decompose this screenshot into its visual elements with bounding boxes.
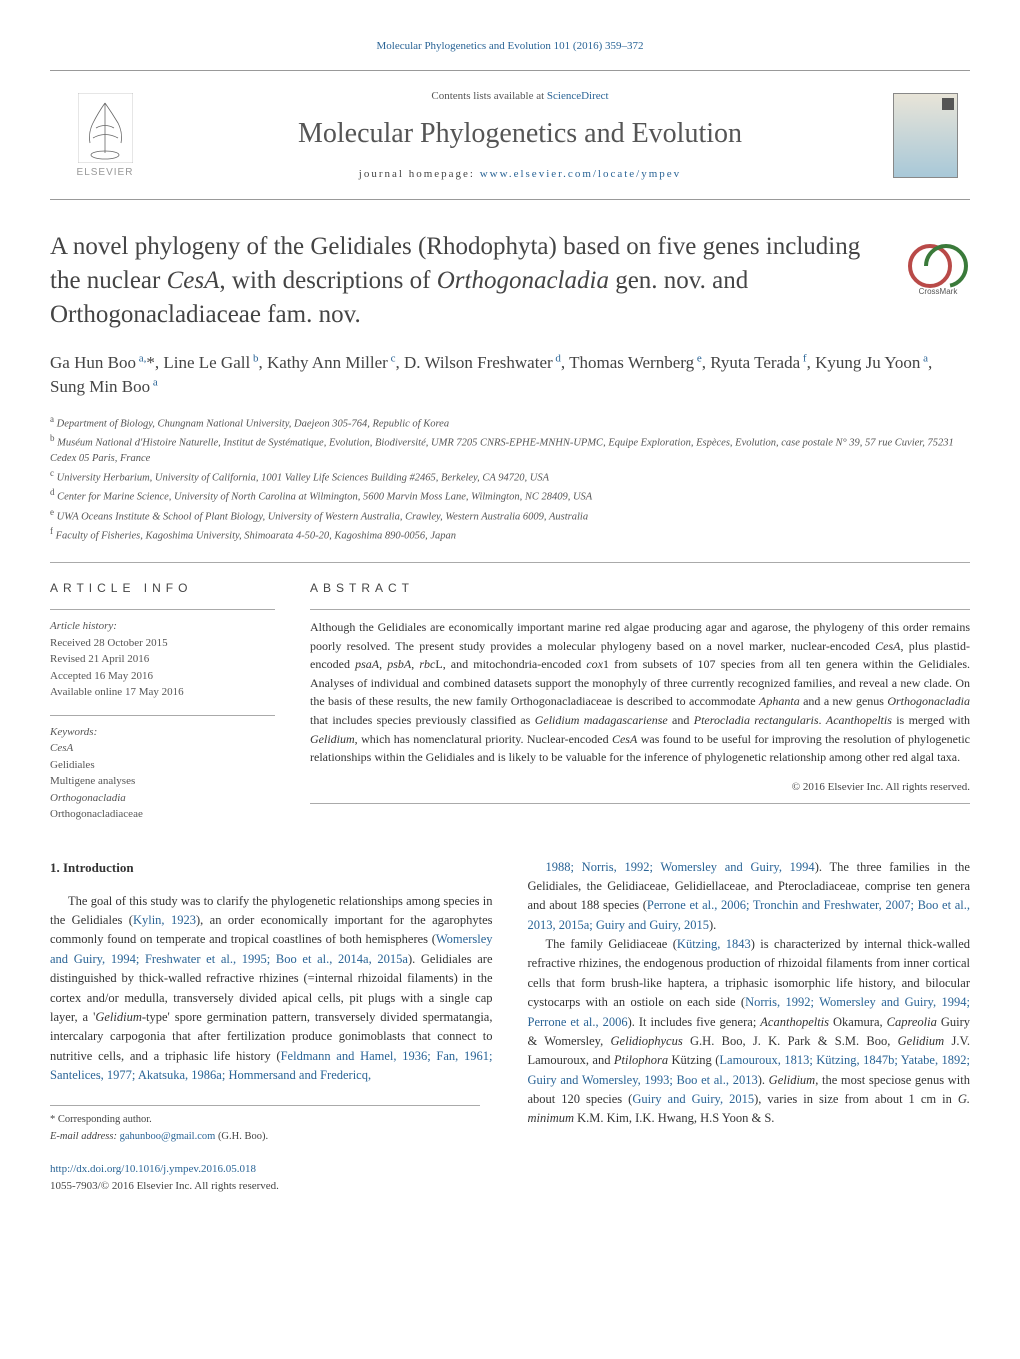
journal-cover-box — [880, 71, 970, 199]
email-suffix: (G.H. Boo). — [215, 1131, 268, 1142]
affiliation-line: a Department of Biology, Chungnam Nation… — [50, 413, 970, 432]
online-date: Available online 17 May 2016 — [50, 686, 184, 698]
affiliations-block: a Department of Biology, Chungnam Nation… — [50, 413, 970, 544]
publisher-logo-box: ELSEVIER — [50, 71, 160, 199]
elsevier-label: ELSEVIER — [77, 167, 134, 178]
article-info-column: ARTICLE INFO Article history: Received 2… — [50, 563, 275, 823]
sciencedirect-link[interactable]: ScienceDirect — [547, 90, 609, 102]
affiliation-line: c University Herbarium, University of Ca… — [50, 467, 970, 486]
affiliation-line: e UWA Oceans Institute & School of Plant… — [50, 506, 970, 525]
abstract-heading: ABSTRACT — [310, 581, 970, 595]
keywords-block: Keywords: CesA Gelidiales Multigene analys… — [50, 724, 275, 823]
body-right-paragraph: 1988; Norris, 1992; Womersley and Guiry,… — [528, 858, 971, 1129]
contents-available-line: Contents lists available at ScienceDirec… — [431, 90, 608, 102]
affiliation-line: b Muséum National d'Histoire Naturelle, … — [50, 432, 970, 467]
email-label: E-mail address: — [50, 1131, 120, 1142]
abstract-copyright: © 2016 Elsevier Inc. All rights reserved… — [310, 781, 970, 793]
body-left-column: 1. Introduction The goal of this study w… — [50, 858, 493, 1196]
crossmark-icon[interactable]: CrossMark — [906, 234, 970, 298]
revised-date: Revised 21 April 2016 — [50, 653, 149, 665]
abstract-column: ABSTRACT Although the Gelidiales are eco… — [310, 563, 970, 823]
homepage-link[interactable]: www.elsevier.com/locate/ympev — [480, 168, 681, 180]
journal-homepage-line: journal homepage: www.elsevier.com/locat… — [359, 168, 681, 180]
doi-link[interactable]: http://dx.doi.org/10.1016/j.ympev.2016.0… — [50, 1163, 256, 1175]
corresponding-label: * Corresponding author. — [50, 1112, 480, 1128]
journal-ref-link[interactable]: Molecular Phylogenetics and Evolution 10… — [376, 40, 643, 52]
homepage-prefix: journal homepage: — [359, 168, 480, 180]
abstract-divider — [310, 609, 970, 610]
affiliation-line: f Faculty of Fisheries, Kagoshima Univer… — [50, 525, 970, 544]
keyword-item: Orthogonacladia — [50, 792, 126, 804]
abstract-text: Although the Gelidiales are economically… — [310, 618, 970, 767]
article-title: A novel phylogeny of the Gelidiales (Rho… — [50, 230, 892, 331]
keywords-divider — [50, 715, 275, 716]
corresponding-email-link[interactable]: gahunboo@gmail.com — [120, 1131, 216, 1142]
journal-name: Molecular Phylogenetics and Evolution — [298, 118, 742, 150]
accepted-date: Accepted 16 May 2016 — [50, 670, 153, 682]
keyword-item: Multigene analyses — [50, 775, 135, 787]
doi-block: http://dx.doi.org/10.1016/j.ympev.2016.0… — [50, 1161, 493, 1195]
history-label: Article history: — [50, 620, 117, 632]
article-info-heading: ARTICLE INFO — [50, 581, 275, 595]
journal-reference: Molecular Phylogenetics and Evolution 10… — [50, 40, 970, 52]
contents-prefix: Contents lists available at — [431, 90, 546, 102]
abstract-end-divider — [310, 803, 970, 804]
article-history-block: Article history: Received 28 October 201… — [50, 618, 275, 701]
received-date: Received 28 October 2015 — [50, 637, 168, 649]
body-left-paragraph: The goal of this study was to clarify th… — [50, 892, 493, 1086]
info-divider — [50, 609, 275, 610]
keywords-label: Keywords: — [50, 726, 97, 738]
author-list: Ga Hun Boo a,*, Line Le Gall b, Kathy An… — [50, 351, 970, 399]
elsevier-tree-icon — [78, 93, 133, 163]
copyright-line: 1055-7903/© 2016 Elsevier Inc. All right… — [50, 1180, 279, 1192]
crossmark-label: CrossMark — [919, 287, 959, 296]
affiliation-line: d Center for Marine Science, University … — [50, 486, 970, 505]
journal-header: ELSEVIER Contents lists available at Sci… — [50, 70, 970, 200]
keyword-item: Orthogonacladiaceae — [50, 808, 143, 820]
corresponding-author-block: * Corresponding author. E-mail address: … — [50, 1105, 480, 1145]
introduction-heading: 1. Introduction — [50, 858, 493, 878]
body-right-column: 1988; Norris, 1992; Womersley and Guiry,… — [528, 858, 971, 1196]
keyword-item: Gelidiales — [50, 759, 95, 771]
journal-cover-thumbnail — [893, 93, 958, 178]
keyword-item: CesA — [50, 742, 73, 754]
